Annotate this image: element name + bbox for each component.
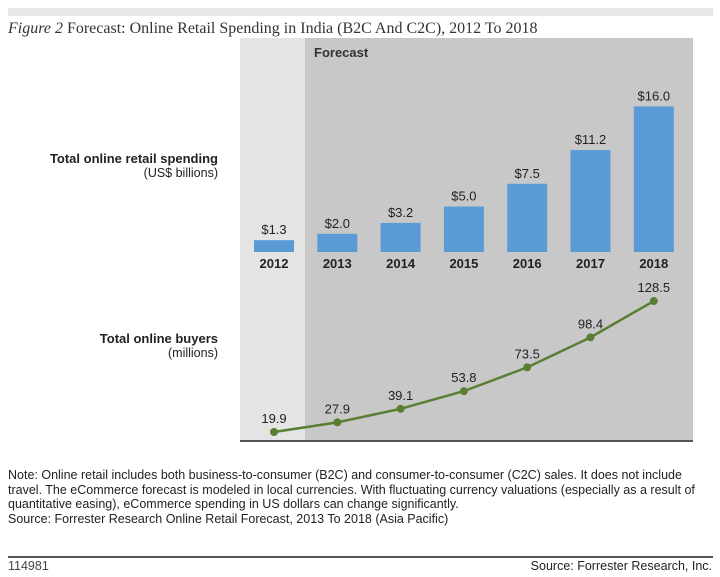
buyers-point-2017 bbox=[586, 333, 595, 342]
source-line: Source: Forrester Research Online Retail… bbox=[8, 511, 449, 526]
bar-value-label: $11.2 bbox=[575, 132, 607, 147]
buyers-point-2018 bbox=[649, 297, 658, 306]
bar-2018 bbox=[633, 106, 674, 253]
buyers-point-2016 bbox=[523, 363, 532, 372]
buyers-point-2015 bbox=[459, 387, 468, 396]
buyers-value-label: 98.4 bbox=[578, 316, 603, 331]
year-label: 2017 bbox=[576, 256, 605, 271]
top-bar bbox=[8, 8, 713, 16]
note-text: Note: Online retail includes both busine… bbox=[8, 468, 695, 511]
bar-value-label: $16.0 bbox=[638, 88, 671, 103]
bar-2014 bbox=[380, 222, 421, 252]
buyers-value-label: 73.5 bbox=[515, 346, 540, 361]
footer-source: Source: Forrester Research, Inc. bbox=[530, 559, 712, 573]
buyers-value-label: 19.9 bbox=[261, 411, 286, 426]
chart-title: Figure 2 Forecast: Online Retail Spendin… bbox=[8, 20, 538, 38]
title-text: Forecast: Online Retail Spending in Indi… bbox=[66, 20, 538, 37]
bar-2012 bbox=[254, 240, 294, 252]
year-label: 2015 bbox=[449, 256, 478, 271]
bar-label: Total online retail spending bbox=[49, 151, 218, 166]
buyers-value-label: 128.5 bbox=[638, 280, 671, 295]
bar-series-label: Total online retail spending (US$ billion… bbox=[8, 151, 218, 180]
year-label: 2016 bbox=[513, 256, 542, 271]
note: Note: Online retail includes both busine… bbox=[8, 468, 708, 526]
bar-2015 bbox=[443, 206, 484, 252]
bar-2016 bbox=[507, 183, 548, 252]
line-label: Total online buyers bbox=[99, 331, 218, 346]
year-label: 2013 bbox=[323, 256, 352, 271]
year-label: 2018 bbox=[639, 256, 668, 271]
figure-number: Figure 2 bbox=[8, 20, 63, 37]
buyers-value-label: 39.1 bbox=[388, 388, 413, 403]
actual-region bbox=[240, 38, 305, 441]
bar-2013 bbox=[317, 233, 358, 252]
bar-value-label: $3.2 bbox=[388, 205, 413, 220]
bar-value-label: $1.3 bbox=[261, 222, 286, 237]
bar-unit: (US$ billions) bbox=[143, 166, 218, 180]
forecast-label: Forecast bbox=[314, 45, 369, 60]
buyers-point-2012 bbox=[270, 428, 278, 437]
line-series-label: Total online buyers (millions) bbox=[8, 331, 218, 360]
bar-value-label: $2.0 bbox=[325, 216, 350, 231]
bar-value-label: $5.0 bbox=[451, 189, 476, 204]
bar-2017 bbox=[570, 150, 611, 252]
divider bbox=[8, 556, 713, 558]
buyers-point-2014 bbox=[396, 404, 405, 413]
forecast-region bbox=[305, 38, 693, 441]
year-label: 2012 bbox=[260, 256, 289, 271]
bar-value-label: $7.5 bbox=[515, 166, 540, 181]
year-label: 2014 bbox=[386, 256, 416, 271]
footer-id: 114981 bbox=[8, 559, 49, 573]
buyers-value-label: 27.9 bbox=[325, 401, 350, 416]
buyers-point-2013 bbox=[333, 418, 342, 427]
line-unit: (millions) bbox=[168, 346, 218, 360]
buyers-value-label: 53.8 bbox=[451, 370, 476, 385]
